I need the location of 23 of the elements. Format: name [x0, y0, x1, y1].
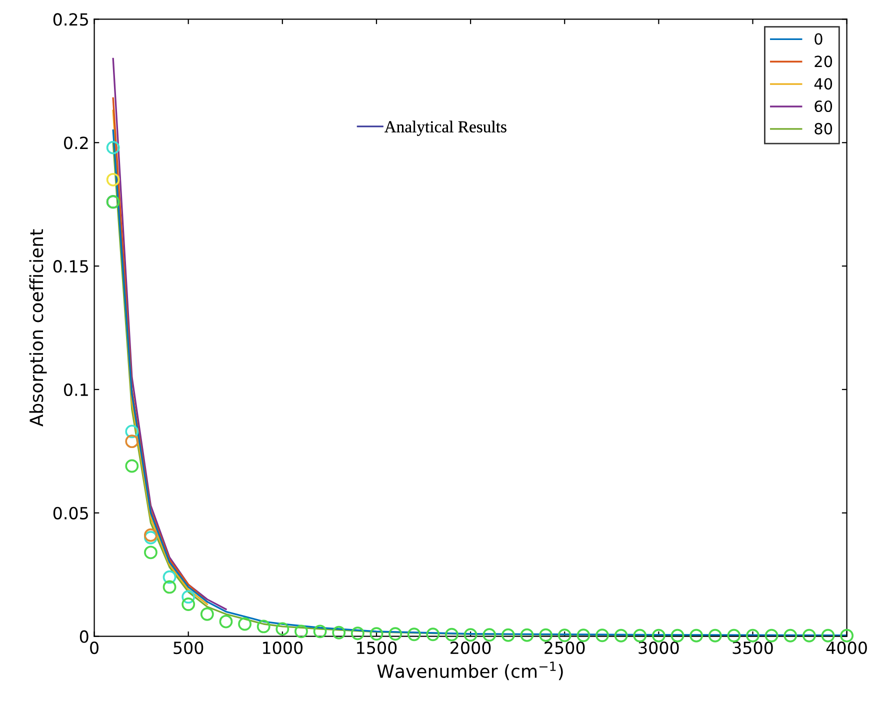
legend-label: 20: [814, 56, 832, 68]
y-tick-label: 0.1: [64, 383, 88, 396]
x-axis-title: Wavenumber (cm$^{−1}$): [377, 662, 563, 680]
y-tick-label: 0.15: [53, 260, 88, 273]
x-tick-label: 500: [174, 642, 204, 654]
y-axis-title: Absorption coefficient: [29, 229, 47, 427]
x-tick-label: 0: [90, 642, 98, 654]
x-tick-label: 1500: [357, 642, 397, 654]
legend-label: 0: [814, 33, 822, 45]
x-tick-label: 2000: [450, 642, 491, 654]
annotation: Analytical Results: [384, 120, 506, 136]
y-tick-label: 0.2: [64, 136, 88, 150]
legend-label: 80: [814, 122, 832, 134]
x-tick-label: 2500: [544, 642, 585, 654]
x-tick-label: 3500: [732, 642, 773, 654]
x-tick-label: 1000: [263, 642, 303, 654]
legend-label: 60: [814, 100, 832, 112]
legend-label: 40: [814, 78, 832, 90]
y-tick-label: 0: [80, 630, 88, 643]
x-tick-label: 4000: [826, 642, 867, 654]
x-tick-label: 3000: [638, 642, 679, 654]
y-tick-label: 0.25: [53, 13, 88, 26]
y-tick-label: 0.05: [53, 506, 88, 520]
